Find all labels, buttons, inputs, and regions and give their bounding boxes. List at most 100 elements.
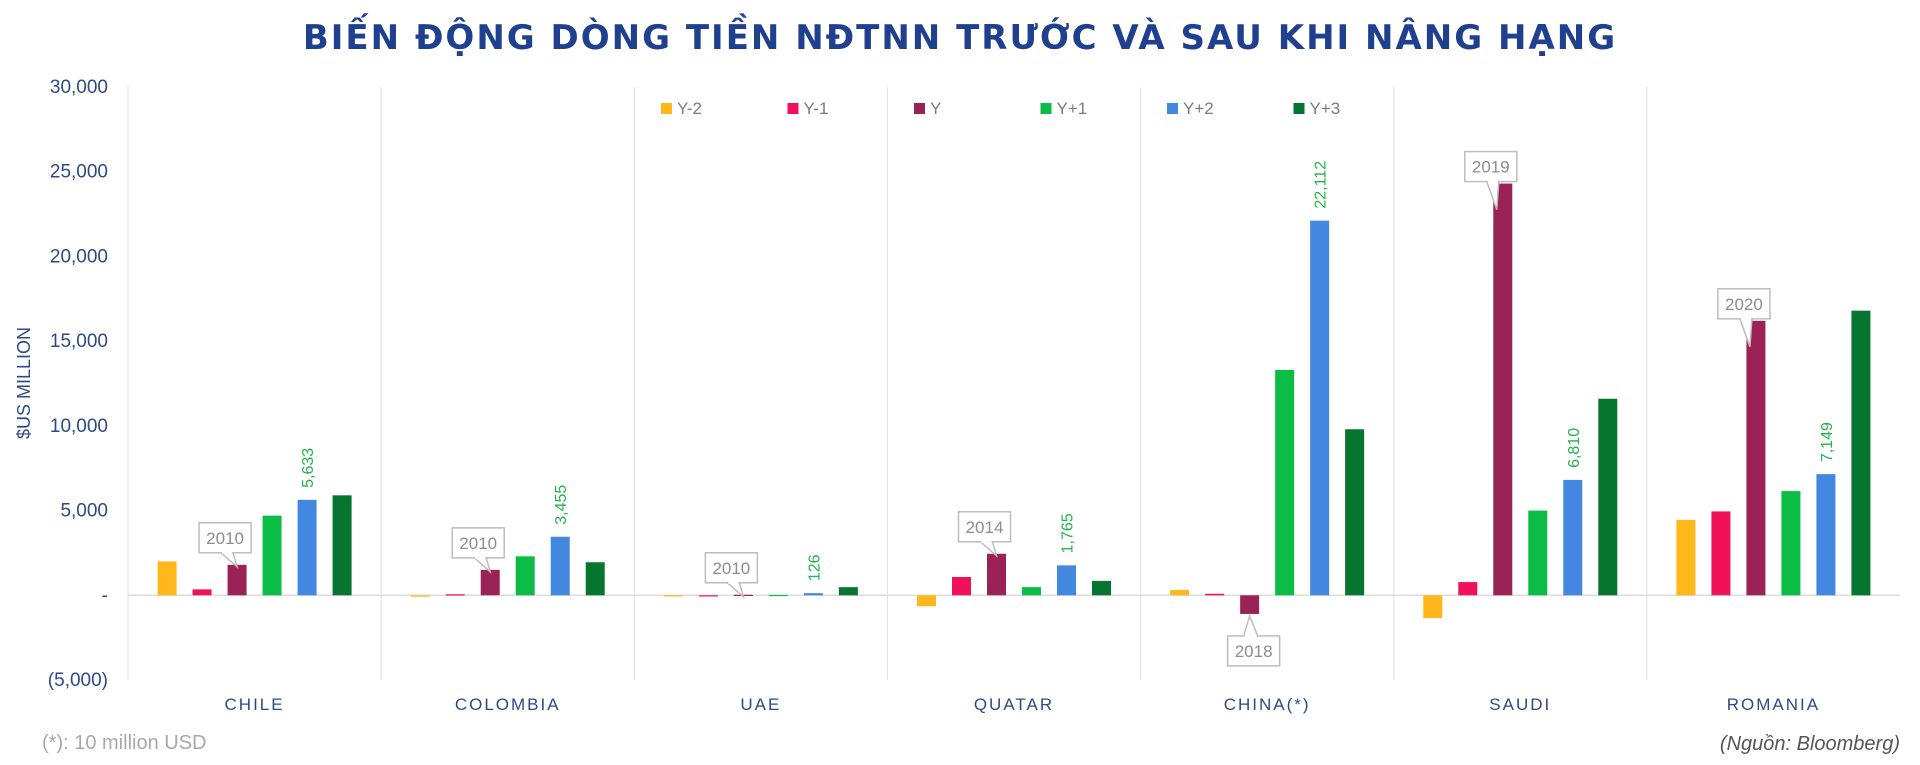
y-axis-label: $US MILLION	[14, 327, 34, 439]
bar-romania-y-2	[1816, 474, 1836, 596]
category-label-uae: UAE	[740, 695, 781, 714]
source-note: (Nguồn: Bloomberg)	[1719, 733, 1900, 755]
callout-pointer	[219, 552, 239, 570]
bar-quatar-y-2	[1057, 565, 1076, 596]
bar-saudi-y-3	[1598, 398, 1618, 596]
bar-romania-y-1	[1781, 491, 1801, 596]
legend-swatch-y-1	[787, 103, 799, 114]
legend-label-y-1: Y-1	[804, 99, 829, 118]
y-tick-label: 10,000	[50, 416, 108, 437]
callout-china: 2018	[1226, 613, 1281, 667]
callout-pointer	[1485, 180, 1500, 210]
callout-year-label: 2019	[1472, 158, 1510, 177]
bar-chile-y-2	[157, 561, 177, 596]
category-label-colombia: COLOMBIA	[455, 695, 561, 714]
y-tick-label: (5,000)	[48, 670, 108, 691]
callout-uae: 2010	[704, 552, 759, 600]
legend-label-y-3: Y+3	[1310, 99, 1341, 118]
bar-romania-y-2	[1676, 519, 1696, 596]
category-label-chile: CHILE	[225, 695, 285, 714]
bar-chile-y	[227, 564, 247, 596]
y-tick-label: 20,000	[50, 246, 108, 267]
callout-year-label: 2020	[1725, 295, 1763, 314]
bar-china-y-2	[1170, 589, 1190, 596]
callout-year-label: 2014	[966, 518, 1004, 537]
data-label-quatar: 1,765	[1060, 513, 1077, 553]
data-label-chile: 5,633	[300, 448, 317, 488]
bar-colombia-y-2	[410, 595, 430, 597]
callout-year-label: 2018	[1235, 642, 1273, 661]
bar-uae-y-2	[803, 593, 823, 596]
bar-china-y-2	[1310, 220, 1330, 596]
bar-uae-y-3	[838, 587, 858, 596]
callout-year-label: 2010	[459, 534, 497, 553]
callout-box	[198, 522, 252, 554]
bar-romania-y-3	[1851, 310, 1871, 596]
bar-colombia-y	[480, 569, 500, 596]
y-tick-label: 5,000	[60, 501, 108, 522]
bar-uae-y-1	[698, 595, 718, 597]
bar-quatar-y-3	[1092, 580, 1111, 596]
callout-chile: 2010	[198, 522, 252, 570]
bar-saudi-y-1	[1458, 582, 1478, 596]
bar-chile-y-1	[262, 515, 282, 596]
y-tick-label: -	[102, 585, 108, 606]
bar-china-y-1	[1275, 369, 1295, 596]
bar-chile-y-2	[297, 499, 317, 596]
bar-colombia-y-1	[515, 556, 535, 596]
footnote: (*): 10 million USD	[42, 732, 207, 754]
bar-quatar-y-1	[952, 576, 971, 596]
data-label-china: 22,112	[1313, 161, 1330, 209]
bar-quatar-y-2	[917, 595, 936, 607]
callout-pointer	[978, 541, 998, 559]
bar-romania-y-1	[1711, 511, 1731, 596]
legend-label-y: Y	[930, 99, 941, 118]
callout-saudi: 2019	[1464, 150, 1518, 210]
bar-colombia-y-3	[585, 562, 605, 596]
callout-quatar: 2014	[957, 511, 1012, 559]
data-label-colombia: 3,455	[553, 485, 570, 525]
bar-saudi-y-2	[1423, 595, 1443, 619]
bar-quatar-y	[987, 553, 1006, 596]
bar-chile-y-3	[332, 495, 352, 596]
data-label-uae: 126	[806, 554, 823, 581]
bar-uae-y-2	[663, 595, 683, 597]
bar-saudi-y-2	[1563, 479, 1583, 596]
callout-box	[451, 527, 505, 559]
legend-swatch-y-2	[661, 103, 672, 114]
data-label-romania: 7,149	[1819, 422, 1836, 462]
bar-romania-y	[1746, 320, 1766, 596]
bar-colombia-y-1	[445, 594, 465, 596]
y-tick-label: 25,000	[50, 162, 108, 183]
callout-pointer	[1738, 318, 1753, 348]
category-label-china: CHINA(*)	[1224, 695, 1311, 714]
chart-title: BIẾN ĐỘNG DÒNG TIỀN NĐTNN TRƯỚC VÀ SAU K…	[302, 18, 1618, 58]
category-label-quatar: QUATAR	[974, 695, 1054, 714]
callout-pointer	[1242, 613, 1259, 637]
legend-swatch-y-1	[1040, 103, 1052, 114]
callout-year-label: 2010	[712, 559, 750, 578]
callout-box	[957, 511, 1012, 543]
bar-colombia-y-2	[550, 536, 570, 596]
bar-quatar-y-1	[1022, 587, 1041, 596]
data-label-saudi: 6,810	[1566, 428, 1583, 468]
bar-uae-y-1	[768, 594, 788, 597]
callout-romania: 2020	[1717, 288, 1771, 348]
legend-label-y-2: Y+2	[1183, 99, 1214, 118]
legend-swatch-y-3	[1293, 103, 1305, 114]
legend-swatch-y	[914, 103, 925, 114]
y-tick-label: 30,000	[50, 77, 108, 98]
legend-swatch-y-2	[1167, 103, 1178, 114]
callout-year-label: 2010	[206, 529, 244, 548]
category-label-saudi: SAUDI	[1489, 695, 1551, 714]
y-tick-label: 15,000	[50, 331, 108, 352]
legend-label-y-2: Y-2	[677, 99, 702, 118]
bar-saudi-y	[1493, 183, 1513, 596]
bar-china-y	[1240, 595, 1260, 614]
category-label-romania: ROMANIA	[1727, 695, 1820, 714]
bar-chile-y-1	[192, 589, 212, 596]
callout-pointer	[472, 557, 492, 575]
bar-china-y-1	[1205, 593, 1225, 596]
callout-colombia: 2010	[451, 527, 505, 575]
